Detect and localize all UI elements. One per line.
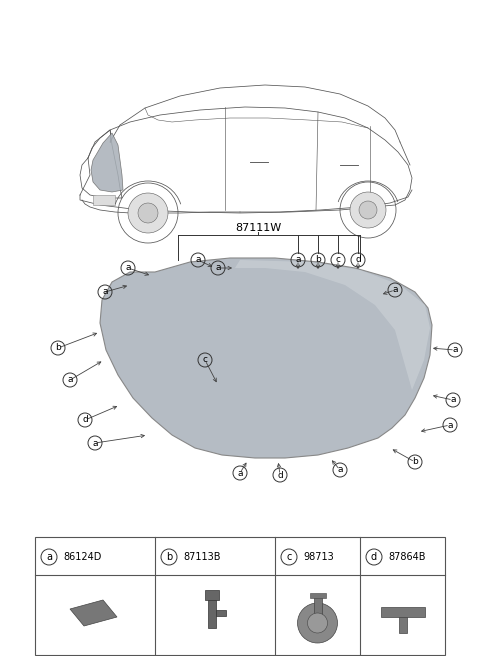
Text: a: a (102, 287, 108, 297)
Bar (313, 595, 322, 617)
Bar (93, 195, 115, 205)
Circle shape (359, 201, 377, 219)
Text: b: b (315, 255, 321, 264)
Text: a: a (215, 264, 221, 272)
Text: c: c (336, 255, 340, 264)
Polygon shape (235, 260, 430, 390)
Text: a: a (92, 438, 98, 447)
Bar (216, 610, 226, 616)
Text: a: a (392, 285, 398, 295)
Text: c: c (286, 552, 292, 562)
Text: a: a (450, 396, 456, 405)
Text: 86124D: 86124D (63, 552, 101, 562)
Circle shape (298, 603, 337, 643)
Text: a: a (337, 466, 343, 474)
Text: d: d (82, 415, 88, 424)
Text: b: b (166, 552, 172, 562)
Text: d: d (277, 470, 283, 480)
Bar (398, 617, 407, 633)
Text: 87111W: 87111W (235, 223, 281, 233)
Bar (310, 593, 325, 598)
Text: d: d (371, 552, 377, 562)
Bar (35, 537, 445, 655)
Text: 98713: 98713 (303, 552, 334, 562)
Polygon shape (70, 600, 117, 626)
Circle shape (308, 613, 327, 633)
Text: b: b (412, 457, 418, 466)
Text: 87864B: 87864B (388, 552, 425, 562)
Text: a: a (67, 375, 73, 384)
Circle shape (138, 203, 158, 223)
Circle shape (118, 183, 178, 243)
Text: 87113B: 87113B (183, 552, 220, 562)
Text: c: c (203, 356, 207, 365)
Text: a: a (447, 420, 453, 430)
Text: a: a (46, 552, 52, 562)
Text: b: b (55, 344, 61, 352)
Text: a: a (295, 255, 301, 264)
Circle shape (350, 192, 386, 228)
Text: a: a (237, 468, 243, 478)
Circle shape (128, 193, 168, 233)
Text: a: a (452, 346, 458, 354)
Bar (381, 607, 424, 617)
Circle shape (340, 182, 396, 238)
Text: a: a (195, 255, 201, 264)
Polygon shape (100, 258, 432, 458)
Bar (208, 600, 216, 628)
Polygon shape (91, 133, 123, 192)
Text: d: d (355, 255, 361, 264)
Bar (205, 590, 219, 600)
Text: a: a (125, 264, 131, 272)
